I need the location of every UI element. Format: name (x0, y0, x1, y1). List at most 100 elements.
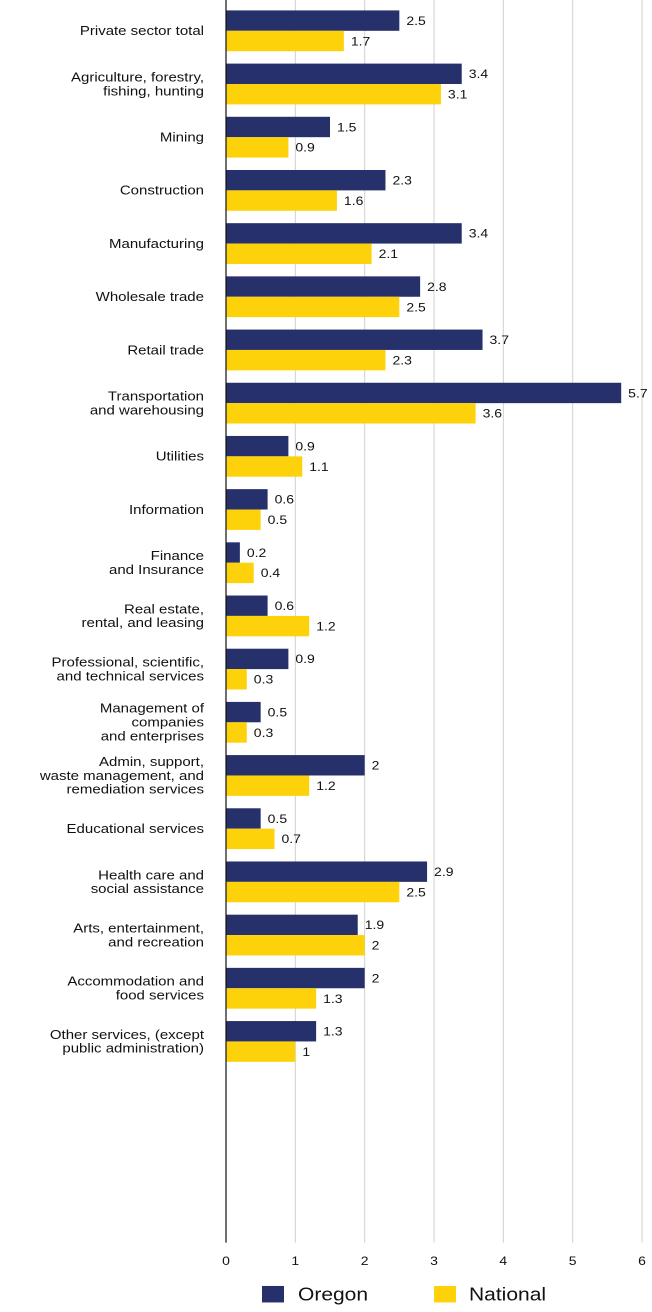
bar-national (226, 615, 310, 637)
data-label: 2.5 (406, 300, 425, 314)
x-tick-label: 2 (361, 1254, 369, 1268)
data-label: 2.1 (379, 247, 398, 261)
category-label: Arts, entertainment, and recreation (73, 920, 204, 949)
data-label: 2 (372, 759, 380, 773)
data-label: 5.7 (628, 386, 647, 400)
x-tick-label: 6 (638, 1254, 646, 1268)
bar-national (226, 881, 400, 903)
legend-swatch-oregon (262, 1285, 284, 1303)
data-label: 0.4 (261, 566, 280, 580)
legend-label-oregon: Oregon (298, 1285, 368, 1305)
bar-oregon (226, 382, 622, 404)
x-tick-label: 0 (222, 1254, 230, 1268)
data-label: 3.6 (483, 407, 502, 421)
data-label: 2 (372, 938, 380, 952)
data-label: 3.4 (469, 227, 488, 241)
bar-oregon (226, 701, 261, 723)
bar-oregon (226, 116, 330, 138)
data-label: 0.3 (254, 726, 273, 740)
bar-oregon (226, 595, 268, 616)
data-label: 0.9 (295, 439, 314, 453)
bar-oregon (226, 276, 421, 297)
legend: Oregon National (262, 1285, 546, 1305)
data-label: 0.7 (282, 832, 301, 846)
category-label: Real estate, rental, and leasing (82, 601, 204, 630)
data-label: 0.6 (275, 493, 294, 507)
bar-oregon (226, 10, 400, 31)
data-label: 0.3 (254, 673, 273, 687)
category-label: Retail trade (127, 342, 204, 357)
data-label: 2.5 (406, 885, 425, 899)
bar-national (226, 30, 344, 52)
legend-label-national: National (469, 1285, 546, 1305)
category-label: Utilities (156, 449, 204, 464)
bar-national (226, 83, 441, 105)
data-label: 0.6 (275, 599, 294, 613)
bar-oregon (226, 435, 289, 457)
category-label: Information (129, 502, 204, 517)
bar-oregon (226, 489, 268, 510)
bar-national (226, 509, 261, 530)
data-label: 3.1 (448, 87, 467, 101)
bar-oregon (226, 755, 365, 776)
data-label: 1 (302, 1045, 310, 1059)
data-label: 0.9 (295, 141, 314, 155)
bar-national (226, 349, 386, 371)
bar-national (226, 296, 400, 318)
bar-national (226, 190, 337, 211)
bar-national (226, 1041, 296, 1062)
category-label: Manufacturing (109, 236, 204, 251)
bar-oregon (226, 542, 240, 563)
data-label: 1.6 (344, 194, 363, 208)
data-label: 2.3 (392, 173, 411, 187)
data-label: 0.2 (247, 546, 266, 560)
data-label: 3.4 (469, 67, 488, 81)
data-label: 1.9 (365, 918, 384, 932)
bar-oregon (226, 1021, 317, 1042)
category-label: Management of companies and enterprises (100, 701, 204, 744)
x-tick-label: 5 (569, 1254, 577, 1268)
bar-national (226, 137, 289, 158)
data-label: 1.3 (323, 992, 342, 1006)
category-label: Wholesale trade (96, 289, 205, 304)
category-label: Mining (160, 129, 204, 144)
x-tick-label: 3 (430, 1254, 438, 1268)
data-label: 2 (372, 971, 380, 985)
data-label: 2.5 (406, 14, 425, 28)
category-label: Accommodation and food services (67, 974, 204, 1003)
bar-oregon (226, 648, 289, 670)
category-label: Admin, support, waste management, and reme… (39, 754, 204, 797)
category-label: Professional, scientific, and technical s… (52, 654, 204, 683)
data-label: 1.3 (323, 1024, 342, 1038)
data-label: 1.7 (351, 34, 370, 48)
bar-national (226, 828, 275, 850)
bar-oregon (226, 914, 358, 936)
data-label: 1.2 (316, 779, 335, 793)
category-label: Finance and Insurance (109, 548, 204, 577)
bar-oregon (226, 223, 462, 244)
category-label: Transportation and warehousing (90, 388, 204, 417)
legend-swatch-national (434, 1285, 456, 1303)
bar-national (226, 243, 372, 264)
category-label: Health care and social assistance (91, 867, 205, 896)
data-label: 0.9 (295, 652, 314, 666)
category-label: Agriculture, forestry, fishing, hunting (71, 69, 204, 98)
data-label: 0.5 (268, 513, 287, 527)
bar-national (226, 988, 317, 1009)
data-label: 1.5 (337, 120, 356, 134)
bar-oregon (226, 967, 365, 989)
data-label: 3.7 (490, 333, 509, 347)
bar-national (226, 456, 303, 477)
data-label: 1.1 (309, 460, 328, 474)
category-label: Construction (120, 183, 204, 198)
x-tick-label: 4 (499, 1254, 507, 1268)
data-label: 0.5 (268, 812, 287, 826)
data-label: 1.2 (316, 619, 335, 633)
bar-national (226, 669, 247, 690)
bar-national (226, 562, 254, 584)
data-label: 2.3 (392, 353, 411, 367)
bar-oregon (226, 63, 462, 84)
bar-oregon (226, 329, 483, 350)
category-label: Educational services (67, 821, 204, 836)
